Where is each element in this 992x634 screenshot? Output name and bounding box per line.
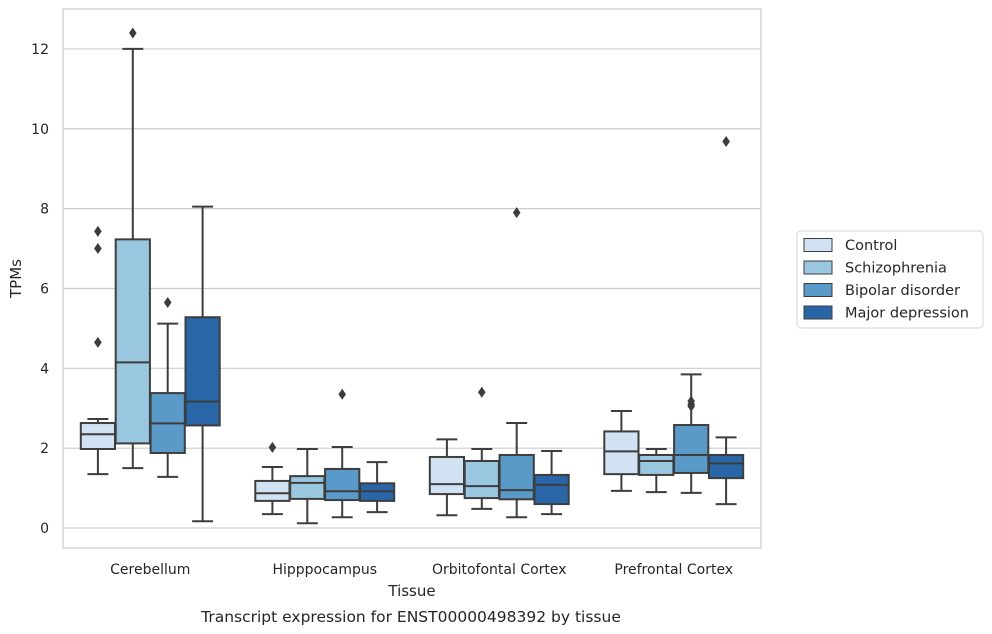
legend-label-2: Bipolar disorder (845, 283, 960, 299)
outlier-0 (94, 336, 102, 348)
outlier-0 (163, 296, 172, 308)
box-1-1 (289, 447, 326, 525)
box-3-2 (673, 373, 710, 494)
y-tick-label-6: 12 (31, 42, 49, 58)
legend-swatch-1 (803, 260, 833, 275)
box-body (463, 459, 500, 500)
box-body (638, 453, 675, 476)
box-body (254, 479, 291, 502)
plot-frame (62, 8, 762, 549)
box-0-1 (114, 27, 151, 470)
box-2-0 (428, 438, 466, 517)
box-body (289, 475, 326, 500)
x-tick-label-1: Hipppocampus (272, 562, 377, 578)
y-axis-ticks: 0 2 4 6 8 10 12 (31, 42, 49, 537)
box-2-3 (533, 449, 570, 516)
y-tick-label-5: 10 (31, 122, 49, 138)
box-0-0 (79, 225, 117, 476)
x-axis-ticks: Cerebellum Hipppocampus Orbitofontal Corte… (110, 562, 733, 578)
box-1-3 (358, 461, 396, 514)
outlier-2 (94, 225, 102, 237)
outlier-0 (268, 441, 277, 453)
box-groups (79, 27, 745, 525)
box-0-2 (149, 296, 186, 478)
x-tick-label-0: Cerebellum (110, 562, 190, 578)
outlier-0 (478, 386, 486, 398)
y-tick-label-4: 8 (40, 202, 49, 218)
y-tick-label-1: 2 (40, 441, 49, 457)
legend-label-3: Major depression (845, 306, 969, 322)
outlier-0 (722, 136, 730, 148)
box-body (707, 453, 745, 480)
legend-swatch-2 (803, 283, 833, 297)
box-body (603, 430, 640, 476)
box-body (533, 473, 570, 506)
y-axis-label: TPMs (7, 259, 25, 299)
box-2-2 (498, 207, 535, 519)
outlier-2 (687, 395, 695, 407)
legend-label-0: Control (845, 238, 897, 254)
box-3-0 (603, 410, 640, 492)
box-2-1 (463, 386, 500, 510)
box-body (184, 316, 221, 427)
y-tick-label-3: 6 (40, 281, 49, 297)
box-1-0 (254, 441, 291, 516)
legend-swatch-3 (803, 305, 833, 320)
y-tick-label-2: 4 (40, 361, 49, 377)
outlier-0 (512, 207, 521, 219)
box-1-2 (324, 388, 361, 519)
legend-frame (796, 230, 984, 329)
box-0-3 (184, 205, 221, 523)
outlier-1 (94, 243, 102, 255)
box-3-3 (707, 136, 745, 506)
chart-caption: Transcript expression for ENST0000049839… (200, 608, 621, 626)
x-axis-label: Tissue (387, 582, 435, 600)
outlier-0 (338, 388, 346, 400)
x-tick-label-3: Prefrontal Cortex (614, 562, 733, 578)
legend-swatch-0 (803, 238, 833, 252)
y-tick-label-0: 0 (40, 521, 49, 537)
x-tick-label-2: Orbitofontal Cortex (432, 562, 567, 578)
box-body (673, 424, 710, 474)
box-body (79, 422, 117, 450)
box-body (114, 238, 151, 445)
box-body (498, 453, 535, 501)
legend-label-1: Schizophrenia (845, 261, 947, 277)
box-body (324, 467, 361, 502)
legend: Control Schizophrenia Bipolar disorder Majo… (796, 230, 984, 329)
box-3-1 (638, 447, 675, 494)
outlier-0 (129, 27, 137, 39)
box-body (428, 455, 466, 496)
